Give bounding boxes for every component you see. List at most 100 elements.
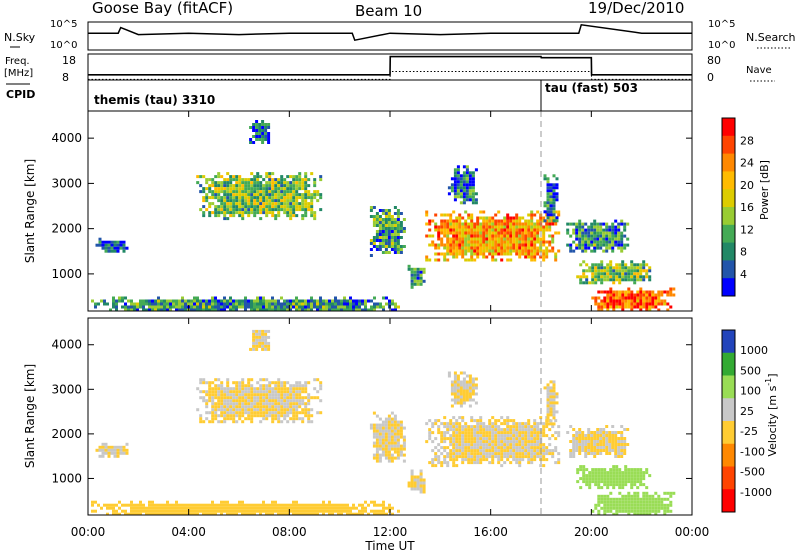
data-pixel bbox=[476, 443, 480, 447]
data-pixel bbox=[624, 266, 628, 270]
data-pixel bbox=[623, 246, 627, 250]
data-pixel bbox=[217, 393, 221, 397]
data-pixel bbox=[458, 431, 462, 435]
data-pixel bbox=[217, 408, 221, 412]
data-pixel bbox=[506, 213, 510, 217]
data-pixel bbox=[259, 387, 263, 391]
data-pixel bbox=[587, 437, 591, 440]
data-pixel bbox=[578, 440, 582, 443]
data-pixel bbox=[229, 387, 233, 391]
data-pixel bbox=[630, 468, 634, 472]
data-pixel bbox=[648, 506, 652, 510]
data-pixel bbox=[262, 205, 266, 209]
data-pixel bbox=[624, 503, 628, 507]
data-pixel bbox=[258, 338, 262, 342]
data-pixel bbox=[115, 512, 118, 515]
data-pixel bbox=[238, 405, 242, 409]
data-pixel bbox=[355, 506, 358, 510]
data-pixel bbox=[506, 219, 510, 223]
data-pixel bbox=[452, 464, 456, 468]
data-pixel bbox=[434, 422, 438, 426]
data-pixel bbox=[431, 449, 435, 453]
data-pixel bbox=[274, 405, 278, 409]
frequency-panel: Freq. [MHz] 18 8 80 0 Nave bbox=[4, 53, 775, 84]
data-pixel bbox=[372, 245, 376, 248]
data-pixel bbox=[627, 293, 631, 297]
data-pixel bbox=[455, 252, 459, 256]
data-pixel bbox=[453, 401, 457, 405]
data-pixel bbox=[241, 390, 245, 394]
data-pixel bbox=[393, 248, 397, 251]
data-pixel bbox=[387, 221, 391, 224]
data-pixel bbox=[94, 302, 97, 306]
data-pixel bbox=[238, 417, 242, 421]
data-pixel bbox=[536, 240, 540, 244]
data-pixel bbox=[264, 332, 268, 336]
data-pixel bbox=[223, 390, 227, 394]
data-pixel bbox=[594, 471, 598, 475]
data-pixel bbox=[578, 231, 582, 235]
data-pixel bbox=[277, 414, 281, 418]
data-pixel bbox=[485, 216, 489, 220]
data-pixel bbox=[515, 213, 519, 217]
data-pixel bbox=[223, 387, 227, 391]
data-pixel bbox=[461, 437, 465, 441]
data-pixel bbox=[434, 446, 438, 450]
data-pixel bbox=[387, 456, 391, 460]
data-pixel bbox=[599, 225, 603, 229]
data-pixel bbox=[214, 405, 218, 409]
data-pixel bbox=[578, 246, 582, 250]
data-pixel bbox=[521, 252, 525, 256]
data-pixel bbox=[527, 222, 531, 226]
data-pixel bbox=[603, 272, 607, 276]
data-pixel bbox=[464, 258, 468, 262]
data-pixel bbox=[310, 202, 314, 206]
data-pixel bbox=[261, 120, 265, 123]
data-pixel bbox=[620, 446, 624, 449]
data-pixel bbox=[422, 487, 426, 491]
data-pixel bbox=[142, 305, 145, 309]
data-pixel bbox=[428, 431, 432, 435]
data-pixel bbox=[467, 431, 471, 435]
data-pixel bbox=[283, 396, 287, 400]
data-pixel bbox=[104, 445, 108, 449]
data-pixel bbox=[548, 428, 552, 432]
data-pixel bbox=[292, 405, 296, 409]
data-pixel bbox=[471, 380, 475, 384]
data-pixel bbox=[593, 225, 597, 229]
data-pixel bbox=[533, 225, 537, 229]
data-pixel bbox=[267, 138, 271, 141]
data-pixel bbox=[396, 242, 400, 245]
data-pixel bbox=[419, 478, 423, 482]
data-pixel bbox=[262, 296, 265, 300]
data-pixel bbox=[603, 468, 607, 472]
data-pixel bbox=[609, 272, 613, 276]
data-pixel bbox=[235, 208, 239, 212]
data-pixel bbox=[453, 168, 457, 172]
data-pixel bbox=[497, 455, 501, 459]
data-pixel bbox=[618, 468, 622, 472]
data-pixel bbox=[390, 447, 394, 451]
data-pixel bbox=[298, 405, 302, 409]
data-pixel bbox=[390, 227, 394, 230]
data-pixel bbox=[107, 445, 111, 449]
data-pixel bbox=[471, 195, 475, 199]
data-pixel bbox=[521, 431, 525, 435]
data-pixel bbox=[533, 434, 537, 438]
data-pixel bbox=[459, 195, 463, 199]
data-pixel bbox=[468, 183, 472, 187]
data-pixel bbox=[464, 431, 468, 435]
data-pixel bbox=[298, 381, 302, 385]
data-pixel bbox=[265, 208, 269, 212]
data-pixel bbox=[605, 452, 609, 455]
data-pixel bbox=[515, 219, 519, 223]
data-pixel bbox=[503, 443, 507, 447]
data-pixel bbox=[521, 240, 525, 244]
data-pixel bbox=[193, 512, 196, 515]
data-pixel bbox=[199, 302, 202, 306]
data-pixel bbox=[479, 452, 483, 456]
data-pixel bbox=[98, 240, 102, 244]
data-pixel bbox=[113, 448, 117, 452]
data-pixel bbox=[124, 308, 127, 311]
